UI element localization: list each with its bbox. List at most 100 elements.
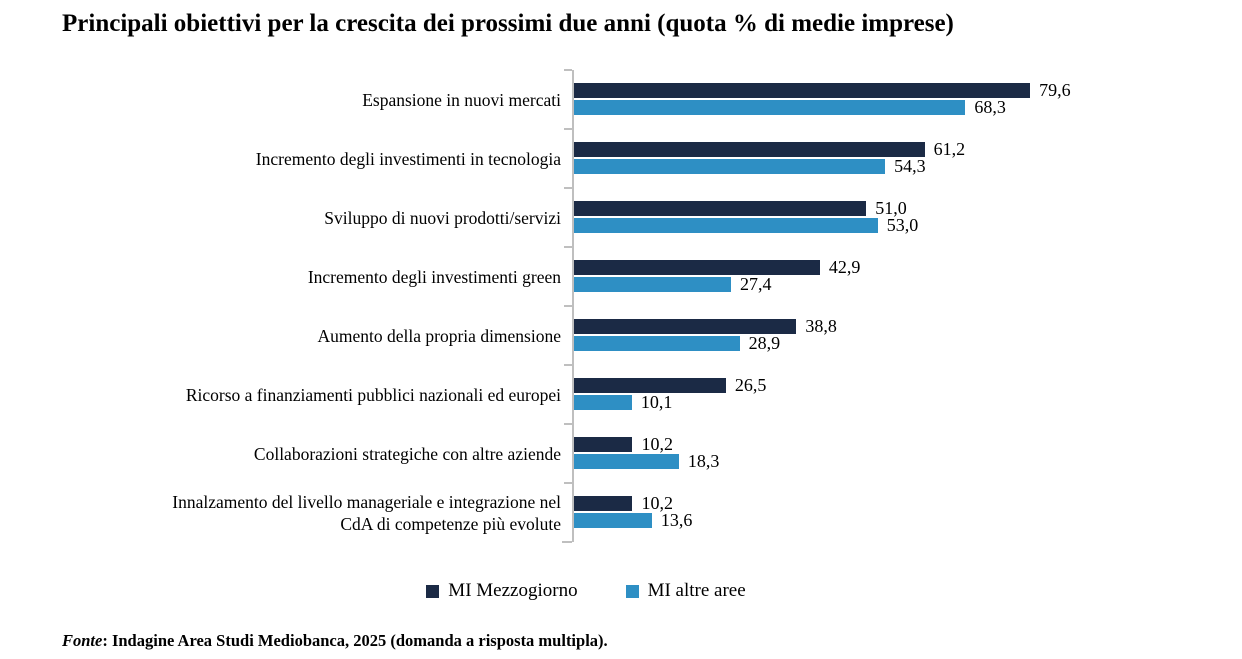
category-label: Sviluppo di nuovi prodotti/servizi: [0, 188, 572, 247]
bar-row: 61,2: [574, 139, 1242, 159]
value-label: 61,2: [933, 139, 966, 159]
bar-row: 28,9: [574, 333, 1242, 353]
bar-row: 10,2: [574, 434, 1242, 454]
axis-tick: [564, 246, 572, 248]
bar-mi-altre-aree: [574, 277, 731, 292]
legend-swatch: [426, 584, 440, 598]
value-label: 27,4: [740, 274, 772, 294]
source-note-text: : Indagine Area Studi Mediobanca, 2025 (…: [102, 631, 608, 650]
bar-row: 79,6: [574, 80, 1242, 100]
bar-mi-altre-aree: [574, 336, 740, 351]
bar-row: 42,9: [574, 257, 1242, 277]
axis-tick: [564, 128, 572, 130]
category-bars: 61,2 54,3: [564, 128, 1242, 188]
category-label: Incremento degli investimenti in tecnolo…: [0, 129, 572, 188]
chart-row: Incremento degli investimenti in tecnolo…: [0, 128, 1242, 188]
bar-mi-altre-aree: [574, 100, 966, 115]
bar-row: 53,0: [574, 215, 1242, 235]
value-label: 53,0: [886, 215, 919, 235]
category-bars: 79,6 68,3: [564, 69, 1242, 129]
chart-row: Ricorso a finanziamenti pubblici naziona…: [0, 364, 1242, 424]
bar-row: 68,3: [574, 97, 1242, 117]
value-label: 28,9: [748, 333, 781, 353]
chart-row: Espansione in nuovi mercati 79,6 68,3: [0, 69, 1242, 129]
legend-label: MI altre aree: [647, 580, 746, 601]
chart-row: Innalzamento del livello manageriale e i…: [0, 482, 1242, 542]
chart-row: Sviluppo di nuovi prodotti/servizi 51,0 53…: [0, 187, 1242, 247]
legend-label: MI Mezzogiorno: [448, 580, 578, 601]
bar-row: 54,3: [574, 156, 1242, 176]
bar-row: 38,8: [574, 316, 1242, 336]
bar-row: 13,6: [574, 510, 1242, 530]
value-label: 68,3: [974, 97, 1006, 117]
chart-plot-area: Espansione in nuovi mercati 79,6 68,3 Incre…: [0, 69, 1242, 542]
category-label-text: Incremento degli investimenti in tecnolo…: [255, 148, 561, 169]
value-label: 26,5: [734, 375, 767, 395]
category-label-text: Aumento della propria dimensione: [317, 325, 561, 346]
axis-tick: [564, 305, 572, 307]
category-bars: 42,9 27,4: [564, 246, 1242, 306]
bar-mi-mezzogiorno: [574, 319, 797, 334]
bar-row: 26,5: [574, 375, 1242, 395]
bar-row: 51,0: [574, 198, 1242, 218]
category-bars: 10,2 18,3: [564, 423, 1242, 483]
value-label: 18,3: [687, 451, 720, 471]
category-label-text: Collaborazioni strategiche con altre azi…: [253, 443, 561, 464]
category-label: Aumento della propria dimensione: [0, 306, 572, 365]
legend-item: MI Mezzogiorno: [426, 580, 578, 601]
bar-mi-mezzogiorno: [574, 496, 633, 511]
legend-item: MI altre aree: [625, 580, 746, 601]
value-label: 13,6: [660, 510, 693, 530]
bar-row: 10,1: [574, 392, 1242, 412]
category-label-text: Sviluppo di nuovi prodotti/servizi: [324, 207, 561, 228]
axis-tick: [564, 364, 572, 366]
value-label: 10,1: [640, 392, 673, 412]
bar-mi-altre-aree: [574, 454, 679, 469]
value-label: 79,6: [1039, 80, 1071, 100]
category-bars: 10,2 13,6: [564, 482, 1242, 542]
bar-mi-altre-aree: [574, 159, 886, 174]
bar-row: 27,4: [574, 274, 1242, 294]
axis-tick: [564, 187, 572, 189]
bar-mi-mezzogiorno: [574, 83, 1031, 98]
value-label: 10,2: [641, 493, 673, 513]
category-bars: 26,5 10,1: [564, 364, 1242, 424]
chart-row: Incremento degli investimenti green 42,9 2…: [0, 246, 1242, 306]
bar-mi-mezzogiorno: [574, 201, 867, 216]
category-label: Ricorso a finanziamenti pubblici naziona…: [0, 365, 572, 424]
bar-row: 10,2: [574, 493, 1242, 513]
category-label-text: Espansione in nuovi mercati: [362, 89, 561, 110]
source-note: Fonte: Indagine Area Studi Mediobanca, 2…: [62, 631, 608, 651]
bar-mi-altre-aree: [574, 513, 652, 528]
category-label: Incremento degli investimenti green: [0, 247, 572, 306]
chart-row: Aumento della propria dimensione 38,8 28,9: [0, 305, 1242, 365]
category-label: Espansione in nuovi mercati: [0, 70, 572, 129]
category-bars: 38,8 28,9: [564, 305, 1242, 365]
axis-tick: [564, 423, 572, 425]
axis-tick: [564, 69, 572, 71]
category-label-text: Incremento degli investimenti green: [307, 266, 561, 287]
source-note-prefix: Fonte: [62, 631, 103, 650]
legend-swatch: [625, 584, 639, 598]
chart-title: Principali obiettivi per la crescita dei…: [62, 10, 954, 37]
bar-mi-mezzogiorno: [574, 142, 925, 157]
bar-mi-altre-aree: [574, 395, 632, 410]
axis-tick: [564, 482, 572, 484]
bar-mi-mezzogiorno: [574, 378, 726, 393]
value-label: 10,2: [641, 434, 673, 454]
bar-mi-altre-aree: [574, 218, 878, 233]
axis-tick: [562, 541, 572, 543]
bar-mi-mezzogiorno: [574, 260, 820, 275]
value-label: 54,3: [894, 156, 926, 176]
category-label: Innalzamento del livello manageriale e i…: [0, 483, 572, 542]
bar-row: 18,3: [574, 451, 1242, 471]
value-label: 42,9: [828, 257, 861, 277]
bar-chart: Espansione in nuovi mercati 79,6 68,3 Incre…: [0, 69, 1242, 543]
chart-row: Collaborazioni strategiche con altre azi…: [0, 423, 1242, 483]
category-label-text: Innalzamento del livello manageriale e i…: [172, 491, 561, 534]
value-label: 51,0: [875, 198, 907, 218]
category-label: Collaborazioni strategiche con altre azi…: [0, 424, 572, 483]
category-bars: 51,0 53,0: [564, 187, 1242, 247]
value-label: 38,8: [805, 316, 837, 336]
